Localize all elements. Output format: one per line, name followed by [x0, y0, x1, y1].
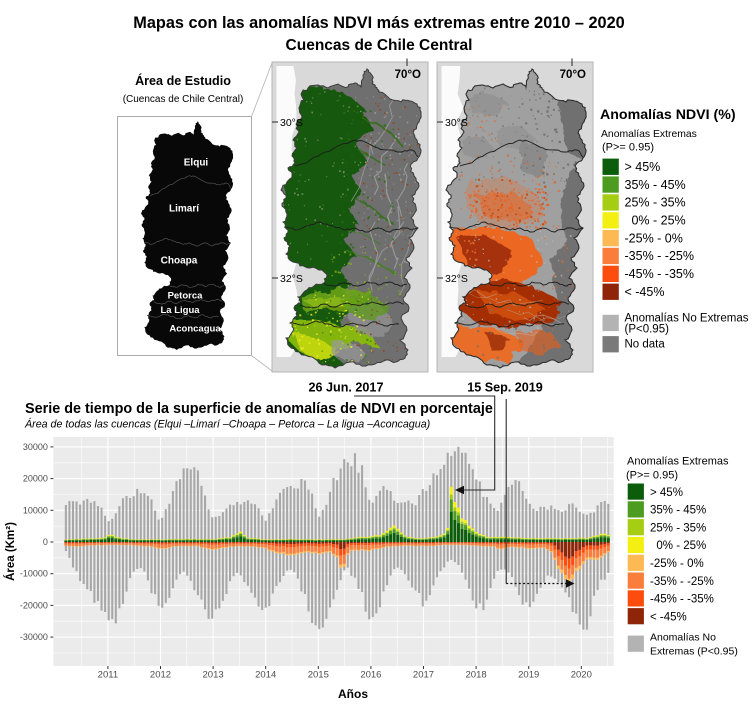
svg-text:Anomalías Extremas: Anomalías Extremas	[627, 456, 729, 468]
svg-text:Elqui: Elqui	[184, 158, 209, 169]
svg-text:2013: 2013	[203, 670, 224, 681]
svg-text:-30000: -30000	[20, 632, 48, 642]
svg-text:35% - 45%: 35% - 45%	[625, 178, 686, 192]
svg-text:2019: 2019	[518, 670, 539, 681]
svg-text:-25% - 0%: -25% - 0%	[625, 231, 683, 245]
svg-text:No data: No data	[625, 339, 666, 351]
svg-text:Anomalías Extremas: Anomalías Extremas	[601, 129, 697, 140]
svg-text:2016: 2016	[360, 670, 381, 681]
svg-text:25% - 35%: 25% - 35%	[650, 522, 706, 534]
svg-text:Anomalías NDVI (%): Anomalías NDVI (%)	[600, 107, 736, 123]
svg-text:-20000: -20000	[20, 600, 48, 610]
svg-text:(P>= 0.95): (P>= 0.95)	[602, 142, 654, 154]
svg-text:15 Sep. 2019: 15 Sep. 2019	[467, 381, 543, 395]
svg-text:2014: 2014	[255, 670, 276, 681]
svg-text:Extremas (P<0.95): Extremas (P<0.95)	[650, 646, 738, 658]
svg-text:2020: 2020	[571, 670, 592, 681]
svg-text:Mapas con las anomalías NDVI m: Mapas con las anomalías NDVI más extrema…	[133, 14, 624, 32]
svg-text:Área de todas las cuencas (Elq: Área de todas las cuencas (Elqui –Limarí…	[24, 418, 430, 431]
svg-text:25% - 35%: 25% - 35%	[625, 196, 686, 210]
svg-text:> 45%: > 45%	[625, 160, 661, 174]
svg-text:70°O: 70°O	[560, 69, 586, 81]
svg-text:32°S: 32°S	[280, 273, 303, 285]
svg-text:Aconcagua: Aconcagua	[169, 324, 221, 335]
svg-text:< -45%: < -45%	[650, 611, 687, 623]
svg-text:Petorca: Petorca	[168, 291, 204, 302]
svg-text:0: 0	[43, 537, 48, 547]
svg-text:Anomalías No: Anomalías No	[650, 632, 716, 644]
svg-text:30°S: 30°S	[280, 117, 303, 129]
svg-text:(P>= 0.95): (P>= 0.95)	[626, 470, 678, 482]
svg-text:-25% - 0%: -25% - 0%	[650, 558, 704, 570]
svg-text:Serie de tiempo de la superfic: Serie de tiempo de la superficie de anom…	[25, 401, 493, 417]
svg-text:30°S: 30°S	[445, 117, 468, 129]
svg-text:30000: 30000	[23, 442, 48, 452]
svg-text:70°O: 70°O	[395, 69, 421, 81]
svg-text:20000: 20000	[23, 474, 48, 484]
svg-text:2011: 2011	[98, 670, 118, 681]
svg-text:10000: 10000	[23, 505, 48, 515]
svg-text:0% - 25%: 0% - 25%	[650, 540, 706, 552]
svg-text:32°S: 32°S	[445, 273, 468, 285]
svg-text:35% - 45%: 35% - 45%	[650, 505, 706, 517]
svg-text:Área (Km²): Área (Km²)	[4, 522, 17, 581]
svg-text:< -45%: < -45%	[625, 285, 665, 299]
svg-text:(Cuencas de Chile Central): (Cuencas de Chile Central)	[123, 94, 244, 105]
svg-text:> 45%: > 45%	[650, 487, 683, 499]
svg-text:-45% - -35%: -45% - -35%	[625, 267, 694, 281]
svg-text:La Ligua: La Ligua	[160, 305, 200, 316]
svg-text:-35% - -25%: -35% - -25%	[650, 576, 714, 588]
svg-text:Choapa: Choapa	[161, 256, 198, 267]
svg-text:-45% - -35%: -45% - -35%	[650, 594, 714, 606]
svg-text:Años: Años	[338, 687, 368, 701]
svg-text:-10000: -10000	[20, 569, 48, 579]
svg-text:-35% - -25%: -35% - -25%	[625, 249, 694, 263]
svg-text:26 Jun. 2017: 26 Jun. 2017	[309, 381, 384, 395]
svg-text:0% - 25%: 0% - 25%	[625, 214, 686, 228]
svg-text:(P<0.95): (P<0.95)	[625, 324, 670, 336]
svg-text:2017: 2017	[413, 670, 434, 681]
svg-text:Cuencas de Chile Central: Cuencas de Chile Central	[286, 37, 473, 54]
svg-text:Área de Estudio: Área de Estudio	[135, 73, 231, 88]
svg-text:2015: 2015	[308, 670, 329, 681]
svg-text:2018: 2018	[466, 670, 487, 681]
svg-text:2012: 2012	[150, 670, 171, 681]
svg-text:Limarí: Limarí	[169, 204, 200, 215]
